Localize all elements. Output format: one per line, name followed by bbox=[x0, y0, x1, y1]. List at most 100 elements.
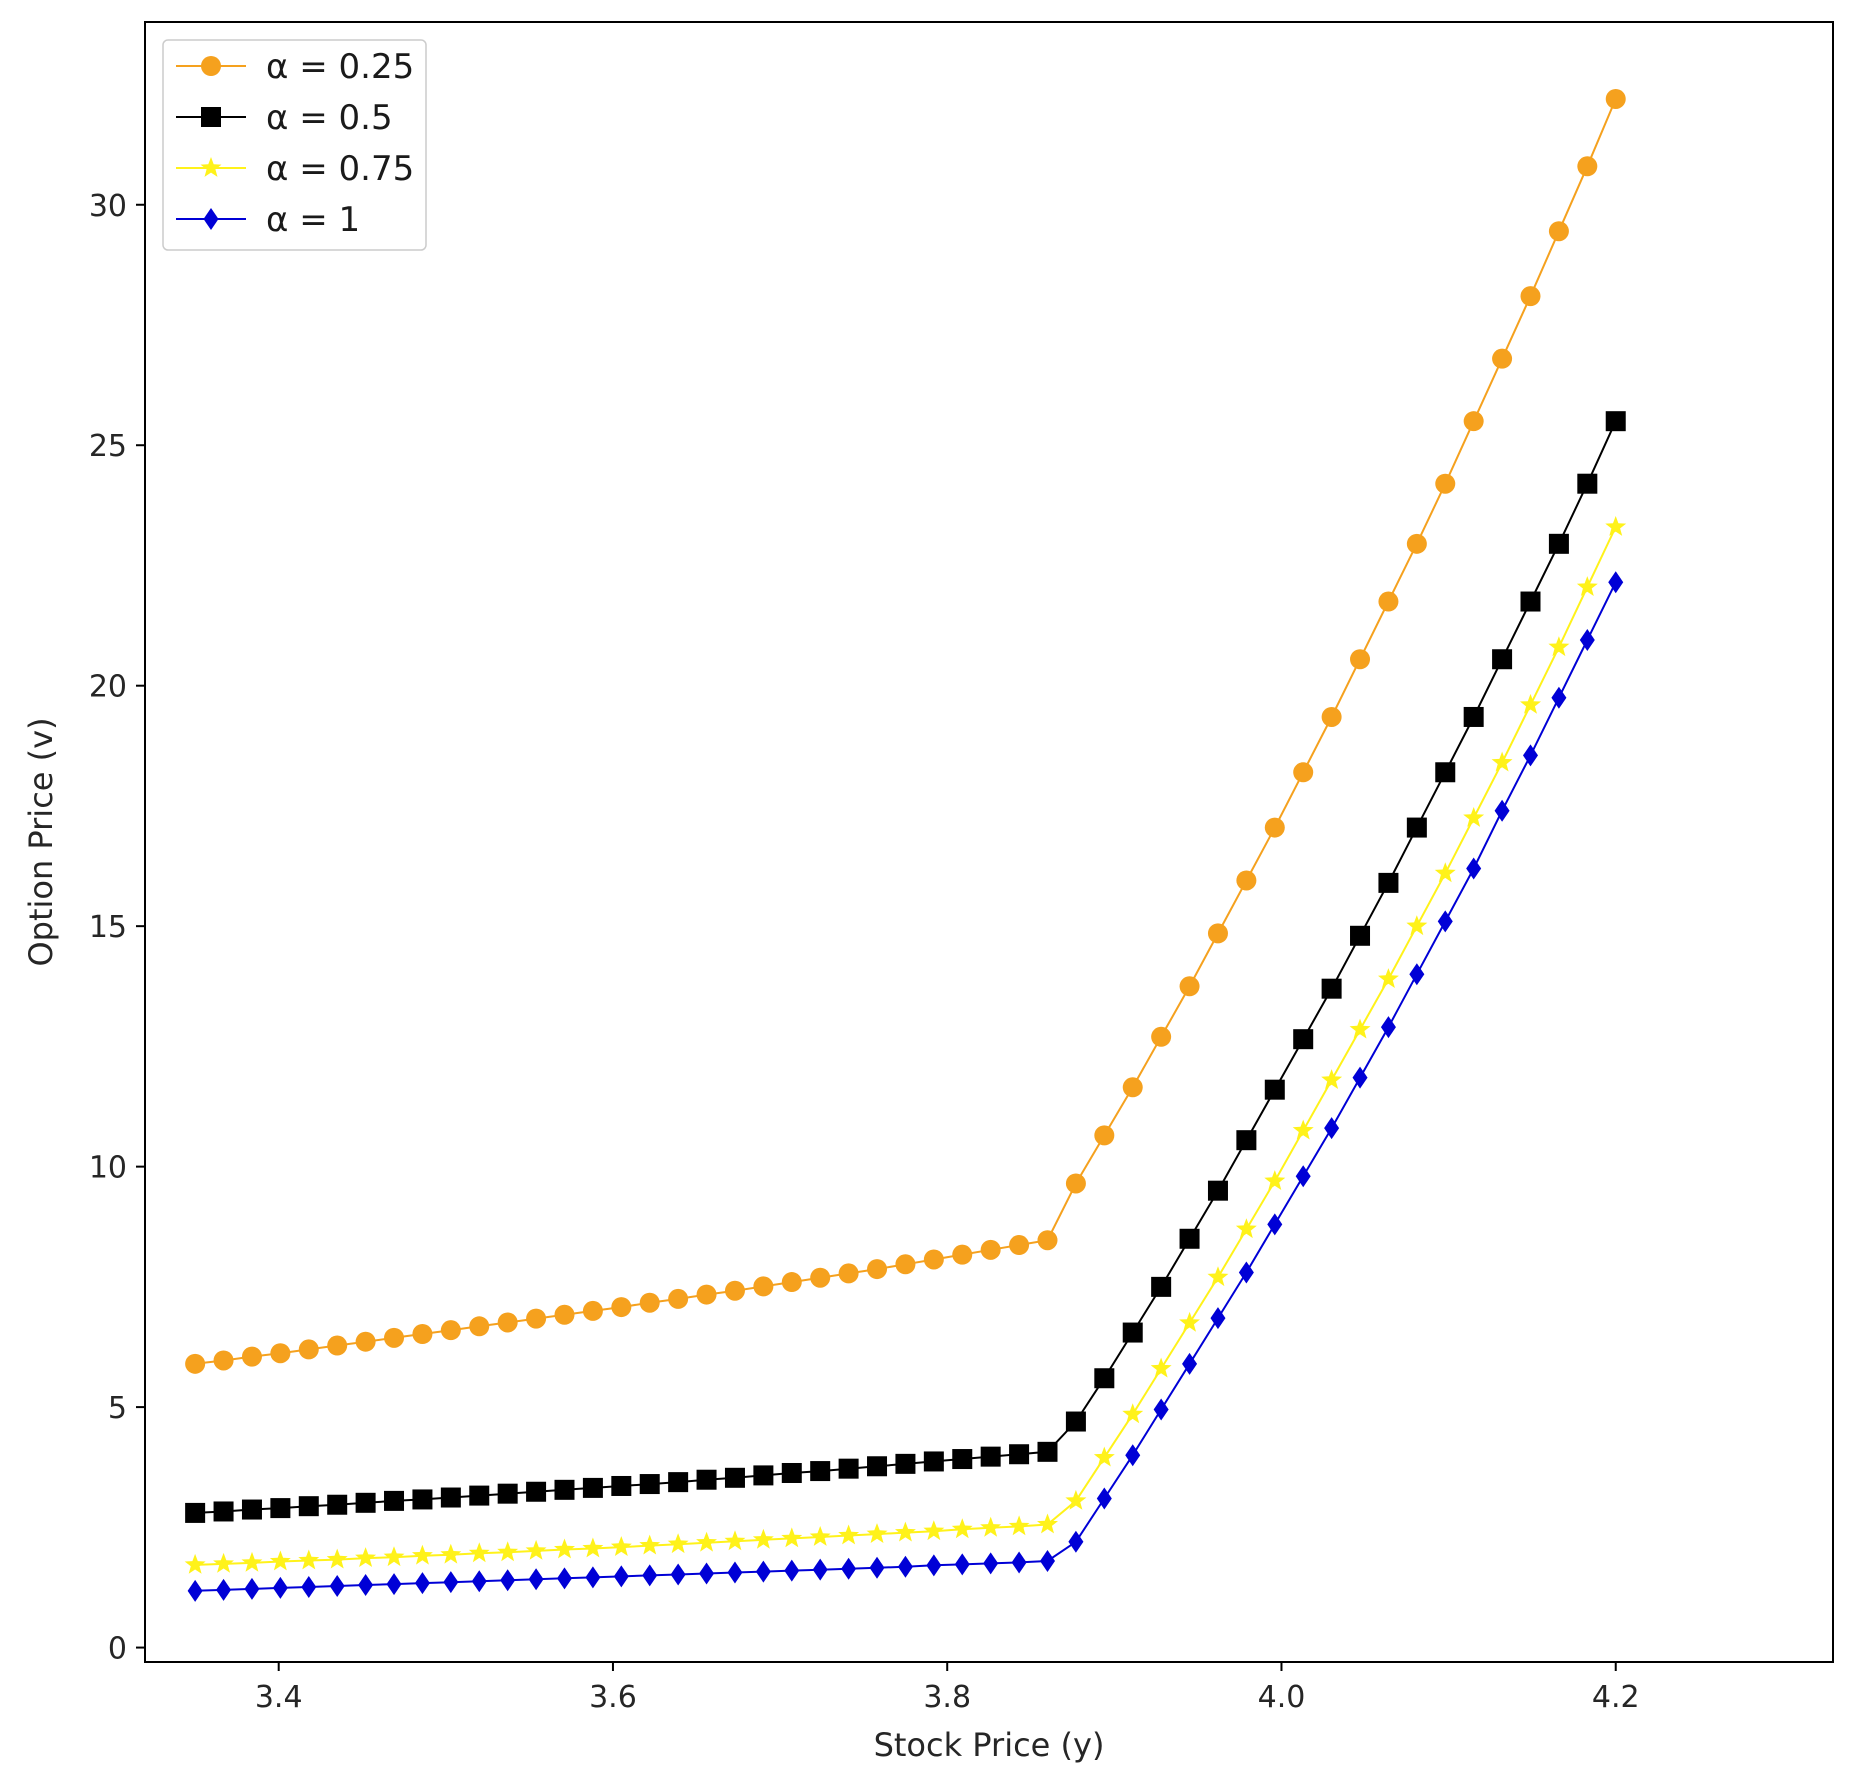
data-point bbox=[1039, 1550, 1055, 1573]
data-point bbox=[611, 1475, 632, 1496]
data-point bbox=[1093, 1446, 1115, 1467]
data-point bbox=[1264, 1170, 1286, 1190]
data-point bbox=[1520, 693, 1541, 714]
data-point bbox=[926, 1554, 942, 1577]
data-point bbox=[326, 1548, 348, 1569]
data-point bbox=[1435, 762, 1456, 783]
data-point bbox=[1179, 976, 1200, 997]
data-point bbox=[1406, 817, 1427, 838]
y-tick-label: 30 bbox=[89, 189, 127, 224]
data-point bbox=[270, 1343, 291, 1364]
data-point bbox=[1009, 1444, 1030, 1465]
data-point bbox=[1350, 649, 1371, 670]
data-point bbox=[1548, 533, 1569, 554]
y-tick-label: 10 bbox=[89, 1151, 127, 1186]
data-point bbox=[613, 1565, 629, 1588]
data-point bbox=[1321, 978, 1342, 999]
data-point bbox=[781, 1527, 803, 1548]
data-point bbox=[1378, 591, 1399, 612]
data-point bbox=[556, 1567, 572, 1590]
data-point bbox=[841, 1557, 857, 1580]
data-point bbox=[1094, 1368, 1115, 1389]
data-point bbox=[241, 1346, 262, 1367]
data-point bbox=[983, 1552, 999, 1575]
legend-label: α = 1 bbox=[266, 200, 360, 240]
data-point bbox=[1264, 1079, 1285, 1100]
data-point bbox=[696, 1531, 717, 1552]
data-point bbox=[1122, 1077, 1143, 1098]
data-point bbox=[241, 1551, 263, 1572]
data-point bbox=[838, 1458, 859, 1479]
data-point bbox=[440, 1487, 461, 1508]
data-point bbox=[696, 1284, 717, 1305]
data-point bbox=[358, 1574, 374, 1597]
data-point bbox=[699, 1562, 715, 1585]
data-point bbox=[724, 1467, 745, 1488]
data-point bbox=[1437, 910, 1453, 933]
data-point bbox=[468, 1542, 490, 1563]
data-point bbox=[752, 1528, 774, 1549]
data-point bbox=[412, 1544, 433, 1565]
data-point bbox=[724, 1530, 746, 1551]
data-point bbox=[838, 1263, 859, 1284]
y-tick-label: 15 bbox=[89, 910, 127, 945]
data-point bbox=[1267, 1213, 1283, 1236]
plot-frame bbox=[144, 21, 1834, 1663]
data-point bbox=[1207, 1180, 1228, 1201]
data-point bbox=[526, 1308, 547, 1329]
data-point bbox=[897, 1555, 913, 1578]
y-tick-label: 25 bbox=[89, 429, 127, 464]
legend-entry: α = 0.25 bbox=[176, 47, 414, 87]
data-point bbox=[582, 1537, 604, 1558]
data-point bbox=[1605, 411, 1626, 432]
data-point bbox=[1463, 807, 1485, 827]
data-point bbox=[526, 1481, 547, 1502]
x-tick-label: 3.4 bbox=[255, 1680, 303, 1715]
data-point bbox=[1037, 1441, 1058, 1462]
data-point bbox=[241, 1499, 262, 1520]
axes-layer: 3.4 3.6 3.8 4.0 4.2 0 5 10 15 20 25 30 bbox=[89, 189, 1640, 1715]
data-point bbox=[298, 1339, 319, 1360]
data-point bbox=[727, 1561, 743, 1584]
data-point bbox=[1380, 1016, 1396, 1039]
data-point bbox=[213, 1552, 234, 1573]
data-point bbox=[1577, 473, 1598, 494]
data-point bbox=[1350, 925, 1371, 946]
data-point bbox=[184, 1553, 206, 1574]
data-point bbox=[1406, 915, 1428, 936]
data-point bbox=[923, 1520, 945, 1541]
data-point bbox=[1548, 221, 1569, 242]
data-point bbox=[784, 1559, 800, 1582]
data-point bbox=[500, 1569, 516, 1592]
series-4 bbox=[187, 571, 1624, 1602]
legend-label: α = 0.25 bbox=[266, 47, 414, 87]
data-point bbox=[1207, 1266, 1229, 1287]
data-point bbox=[1207, 923, 1228, 944]
legend-entries: α = 0.25 α = 0.5 α = 0.75 α = 1 bbox=[176, 47, 414, 240]
x-axis-label: Stock Price (y) bbox=[874, 1726, 1105, 1764]
data-point bbox=[1494, 799, 1510, 822]
data-point bbox=[810, 1267, 831, 1288]
data-point bbox=[528, 1568, 544, 1591]
legend-entry: α = 0.75 bbox=[176, 149, 414, 189]
legend-marker bbox=[201, 56, 221, 76]
data-point bbox=[1321, 706, 1342, 727]
data-point bbox=[1608, 571, 1624, 594]
data-point bbox=[414, 1572, 430, 1595]
data-point bbox=[185, 1502, 206, 1523]
data-point bbox=[497, 1541, 519, 1562]
data-point bbox=[1094, 1125, 1115, 1146]
legend-label: α = 0.5 bbox=[266, 98, 393, 138]
data-point bbox=[895, 1521, 916, 1542]
data-point bbox=[812, 1558, 828, 1581]
data-point bbox=[412, 1489, 433, 1510]
data-point bbox=[1576, 576, 1598, 596]
data-point bbox=[1096, 1487, 1112, 1510]
data-point bbox=[585, 1566, 601, 1589]
series-2 bbox=[185, 411, 1626, 1523]
data-point bbox=[895, 1453, 916, 1474]
data-point bbox=[753, 1276, 774, 1297]
data-point bbox=[1037, 1513, 1058, 1534]
data-point bbox=[554, 1479, 575, 1500]
